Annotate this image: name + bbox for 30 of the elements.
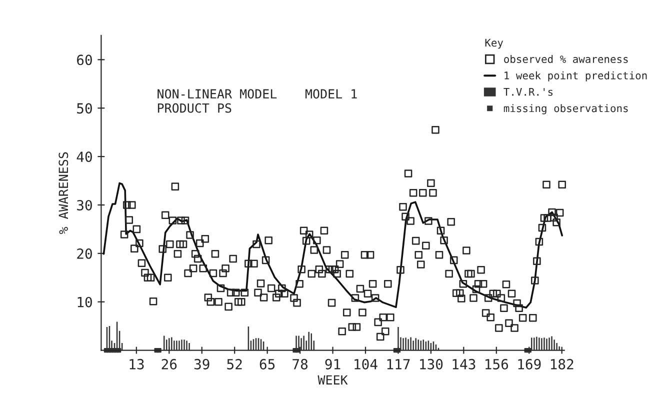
x-tick-label: 78 [292, 358, 308, 370]
legend-label: missing observations [504, 104, 628, 114]
x-tick-label: 104 [354, 358, 378, 370]
x-tick-label: 26 [162, 358, 177, 370]
y-tick-label: 50 [77, 103, 92, 114]
x-tick-label: 52 [227, 358, 242, 370]
x-tick-label: 39 [194, 358, 210, 370]
x-tick-label: 65 [260, 358, 275, 370]
annotation: MODEL 1 [306, 89, 357, 99]
x-tick-label: 130 [420, 358, 443, 370]
x-tick-label: 156 [486, 358, 508, 370]
legend-label: 1 week point prediction [504, 71, 647, 82]
legend-label: observed % awareness [504, 54, 628, 64]
text: NON-LINEAR MODEL [158, 89, 277, 99]
x-tick-label: 143 [452, 358, 476, 370]
x-tick-label: 13 [130, 358, 144, 370]
x-tick-label: 169 [518, 358, 541, 370]
y-axis-title: % AWARENESS [58, 152, 68, 234]
y-tick-label: 20 [77, 248, 92, 259]
legend-title: Key [485, 38, 504, 49]
legend-label: T.V.R.'s [504, 88, 553, 96]
x-tick-label: 117 [387, 359, 410, 370]
y-tick-label: 60 [77, 54, 92, 66]
y-tick-label: 40 [76, 152, 92, 162]
y-tick-label: 10 [78, 296, 92, 308]
x-axis-title: WEEK [318, 375, 348, 384]
x-tick-label: 182 [550, 358, 574, 370]
y-tick-label: 30 [77, 200, 92, 210]
text: PRODUCT PS [158, 103, 232, 113]
x-tick-label: 91 [325, 358, 340, 370]
